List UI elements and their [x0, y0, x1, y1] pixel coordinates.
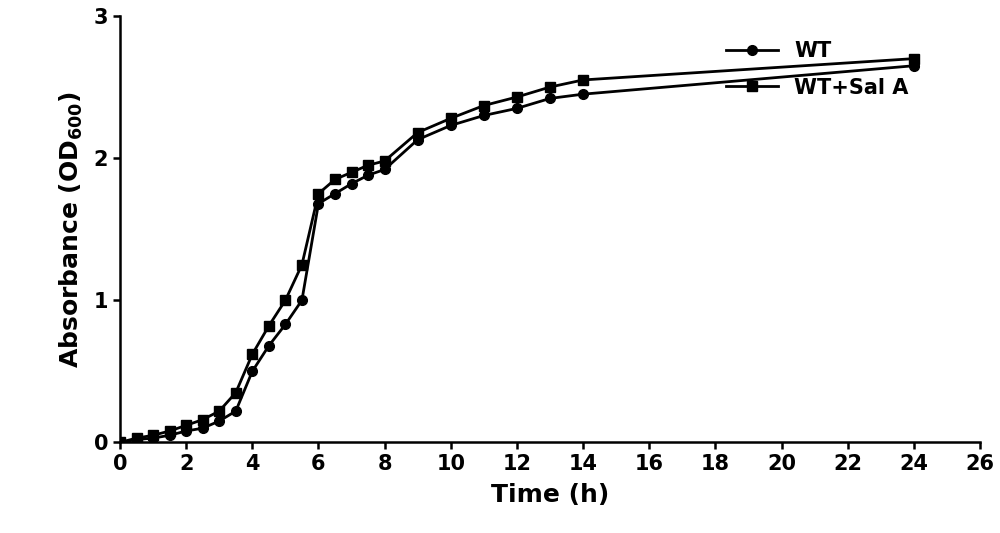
WT+Sal A: [279, 297, 291, 303]
WT+Sal A: [379, 158, 391, 164]
WT: [379, 166, 391, 173]
WT+Sal A: [263, 322, 275, 329]
WT: [362, 172, 374, 179]
WT: [263, 343, 275, 349]
WT+Sal A: [164, 428, 176, 434]
WT: [131, 437, 143, 443]
WT: [312, 200, 324, 207]
WT+Sal A: [197, 416, 209, 423]
WT+Sal A: [577, 77, 589, 83]
WT+Sal A: [230, 390, 242, 396]
WT+Sal A: [478, 102, 490, 109]
WT: [164, 432, 176, 439]
WT+Sal A: [147, 432, 159, 439]
WT+Sal A: [180, 422, 192, 429]
X-axis label: Time (h): Time (h): [491, 482, 609, 506]
Legend: WT, WT+Sal A: WT, WT+Sal A: [715, 31, 919, 108]
WT+Sal A: [213, 408, 225, 414]
WT: [213, 418, 225, 424]
WT: [230, 408, 242, 414]
Line: WT+Sal A: WT+Sal A: [115, 54, 919, 447]
WT+Sal A: [346, 169, 358, 175]
WT+Sal A: [511, 94, 523, 100]
WT: [114, 439, 126, 446]
WT+Sal A: [445, 115, 457, 122]
WT: [478, 112, 490, 119]
WT: [197, 425, 209, 431]
WT: [296, 297, 308, 303]
WT: [279, 321, 291, 328]
WT+Sal A: [114, 439, 126, 446]
Y-axis label: Absorbance ($\mathregular{OD_{600}}$): Absorbance ($\mathregular{OD_{600}}$): [58, 91, 85, 368]
WT: [412, 136, 424, 143]
Line: WT: WT: [115, 61, 919, 447]
WT: [329, 190, 341, 197]
WT+Sal A: [362, 162, 374, 168]
WT+Sal A: [312, 190, 324, 197]
WT: [511, 105, 523, 111]
WT: [577, 91, 589, 98]
WT+Sal A: [908, 55, 920, 62]
WT: [908, 62, 920, 69]
WT+Sal A: [246, 351, 258, 358]
WT+Sal A: [296, 262, 308, 268]
WT+Sal A: [544, 84, 556, 90]
WT+Sal A: [131, 435, 143, 441]
WT: [346, 181, 358, 187]
WT: [147, 435, 159, 441]
WT: [180, 428, 192, 434]
WT: [246, 368, 258, 375]
WT: [544, 95, 556, 102]
WT+Sal A: [412, 130, 424, 136]
WT: [445, 122, 457, 128]
WT+Sal A: [329, 176, 341, 183]
